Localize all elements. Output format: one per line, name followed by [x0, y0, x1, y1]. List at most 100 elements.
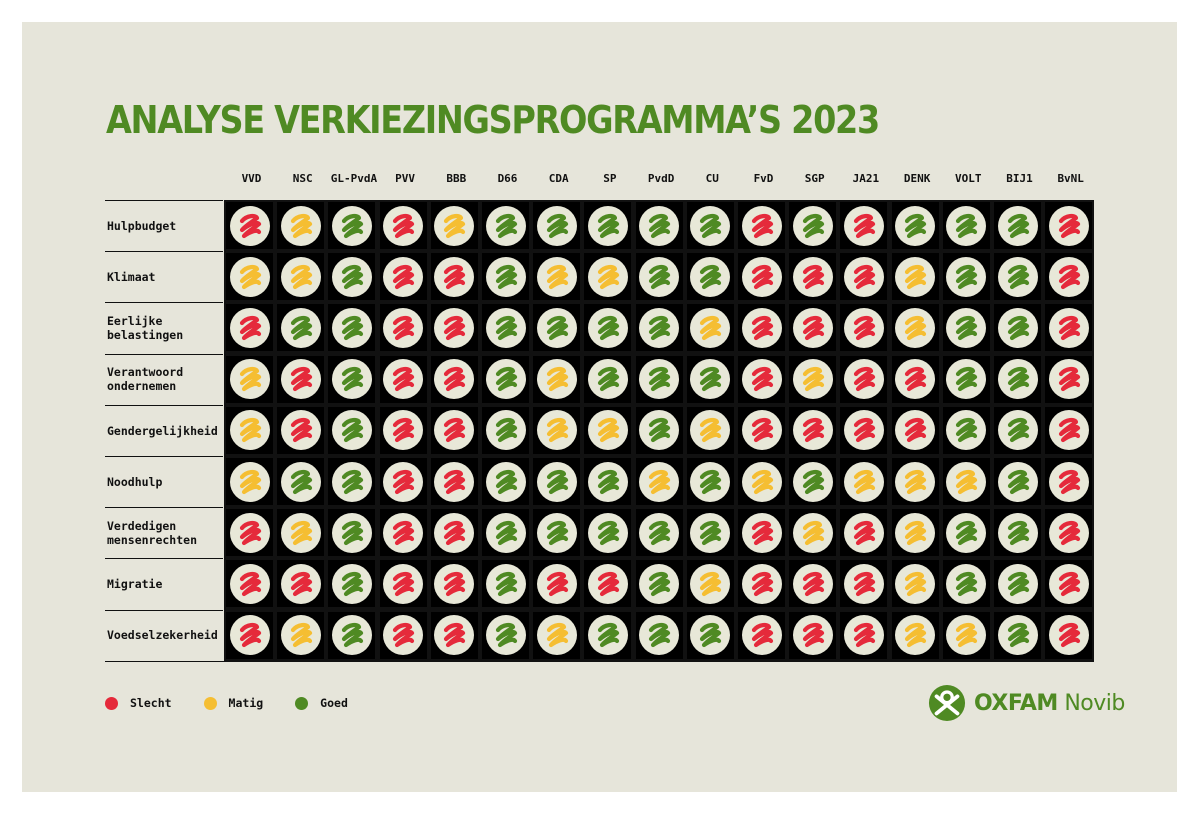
rating-cell	[738, 611, 785, 659]
topic-row-labels: Hulpbudget Klimaat Eerlijke belastingen Ver…	[105, 200, 224, 662]
rating-mark-slecht	[434, 563, 475, 604]
rating-cell	[789, 611, 837, 659]
rating-cell	[840, 253, 888, 301]
scribble-icon	[495, 367, 517, 392]
scribble-icon	[904, 213, 927, 238]
rating-mark-matig	[895, 256, 936, 297]
rating-mark-matig	[895, 563, 936, 604]
topic-label-text: Gendergelijkheid	[107, 423, 218, 438]
rating-mark-goed	[997, 563, 1038, 604]
scribble-icon	[956, 367, 978, 392]
rating-mark-slecht	[895, 359, 936, 400]
scribble-icon	[853, 520, 875, 545]
scribble-icon	[290, 418, 312, 443]
rating-cell	[635, 611, 683, 659]
scribble-icon	[648, 367, 671, 392]
rating-cell	[226, 458, 273, 505]
rating-mark-slecht	[434, 512, 475, 553]
scribble-icon	[700, 213, 722, 238]
rating-cell	[482, 509, 529, 557]
rating-mark-slecht	[1048, 512, 1089, 553]
scribble-icon	[1058, 520, 1080, 545]
oxfam-logo-icon	[928, 684, 966, 722]
rating-mark-goed	[331, 461, 372, 502]
rating-mark-slecht	[741, 410, 782, 451]
rating-cell	[840, 560, 888, 608]
rating-mark-matig	[280, 205, 321, 246]
rating-cell	[840, 355, 888, 403]
rating-mark-goed	[331, 359, 372, 400]
scribble-icon	[1058, 213, 1080, 238]
rating-cell	[635, 509, 683, 557]
scribble-icon	[546, 315, 568, 340]
scribble-icon	[546, 367, 568, 392]
party-header: D66	[497, 172, 518, 185]
rating-mark-matig	[229, 410, 270, 451]
legend-label: Matig	[228, 696, 264, 710]
rating-cell	[994, 611, 1041, 659]
rating-mark-goed	[639, 615, 680, 656]
topic-label-text: Klimaat	[107, 270, 156, 285]
scribble-icon	[1007, 367, 1029, 392]
scribble-icon	[546, 264, 568, 289]
rating-cell	[482, 253, 529, 301]
rating-mark-slecht	[1048, 205, 1089, 246]
scribble-icon	[597, 469, 619, 494]
scribble-icon	[444, 571, 466, 596]
scribble-icon	[802, 623, 824, 648]
rating-mark-slecht	[383, 410, 424, 451]
rating-mark-matig	[741, 461, 782, 502]
scribble-icon	[290, 571, 312, 596]
rating-cell	[686, 560, 734, 608]
rating-mark-goed	[690, 205, 731, 246]
scribble-icon	[444, 213, 466, 238]
scribble-icon	[648, 571, 671, 596]
scribble-icon	[1058, 264, 1080, 289]
scribble-icon	[546, 623, 568, 648]
rating-cell	[482, 611, 529, 659]
rating-cell	[1045, 253, 1093, 301]
scribble-icon	[904, 571, 927, 596]
scribble-icon	[290, 264, 312, 289]
party-header: CU	[705, 172, 719, 185]
rating-cell	[328, 253, 376, 301]
scribble-icon	[239, 213, 261, 238]
rating-mark-goed	[485, 512, 526, 553]
scribble-icon	[495, 469, 517, 494]
topic-label: Noodhulp	[105, 456, 223, 507]
rating-cell	[533, 458, 581, 505]
topic-label-text: Noodhulp	[107, 474, 163, 489]
rating-mark-slecht	[792, 615, 833, 656]
rating-cell	[840, 611, 888, 659]
rating-cell	[891, 611, 939, 659]
scribble-icon	[1007, 571, 1029, 596]
rating-cell	[891, 202, 939, 249]
rating-mark-goed	[639, 205, 680, 246]
rating-cell	[738, 458, 785, 505]
rating-cell	[277, 304, 325, 352]
scribble-icon	[290, 520, 312, 545]
rating-mark-matig	[536, 359, 577, 400]
scribble-icon	[392, 623, 415, 648]
rating-cell	[942, 304, 990, 352]
rating-cell	[686, 253, 734, 301]
rating-mark-goed	[946, 205, 987, 246]
rating-mark-goed	[946, 512, 987, 553]
rating-mark-matig	[946, 461, 987, 502]
scribble-icon	[495, 520, 517, 545]
rating-mark-slecht	[843, 359, 884, 400]
scribble-icon	[956, 418, 978, 443]
rating-mark-slecht	[741, 307, 782, 348]
scribble-icon	[1058, 418, 1080, 443]
rating-mark-goed	[997, 359, 1038, 400]
rating-cell	[584, 560, 632, 608]
legend-dot	[203, 696, 217, 710]
rating-mark-goed	[587, 307, 628, 348]
scribble-icon	[1007, 623, 1029, 648]
rating-cell	[942, 560, 990, 608]
scribble-icon	[495, 264, 517, 289]
scribble-icon	[239, 571, 261, 596]
scribble-icon	[597, 623, 619, 648]
rating-mark-goed	[485, 615, 526, 656]
scribble-icon	[597, 264, 619, 289]
